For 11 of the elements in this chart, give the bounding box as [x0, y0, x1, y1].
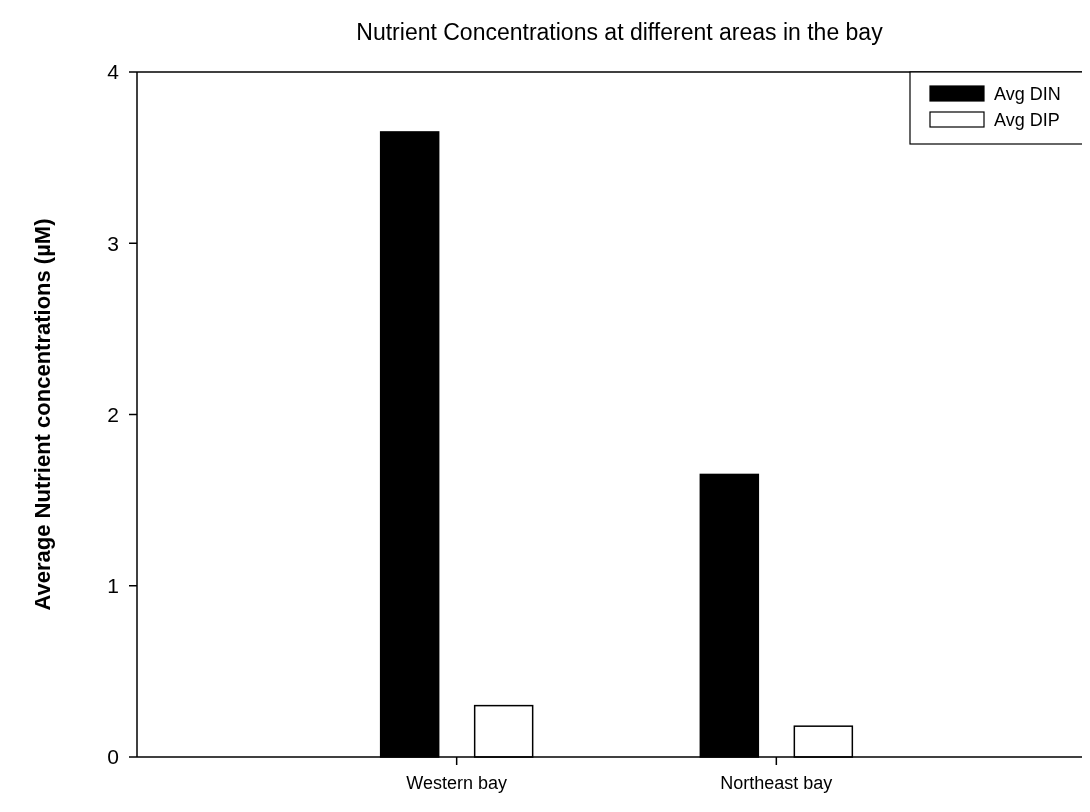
y-tick-label: 3	[107, 231, 119, 255]
y-tick-label: 2	[107, 402, 119, 426]
legend-label: Avg DIP	[994, 110, 1060, 131]
legend-label: Avg DIN	[994, 84, 1061, 105]
y-tick-label: 4	[107, 60, 120, 84]
chart-title: Nutrient Concentrations at different areas in the bay	[356, 19, 884, 45]
y-axis-title: Average Nutrient concentrations (µM)	[30, 218, 55, 611]
x-tick-label: Northeast bay	[720, 773, 833, 793]
y-tick-label: 1	[107, 574, 119, 598]
y-tick-label: 0	[107, 745, 119, 769]
x-tick-label: Western bay	[406, 773, 508, 793]
